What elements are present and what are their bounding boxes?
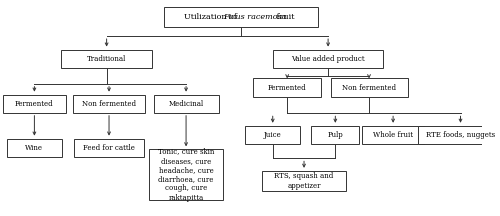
FancyBboxPatch shape: [254, 78, 321, 97]
FancyBboxPatch shape: [362, 126, 424, 144]
Text: Value added product: Value added product: [292, 55, 365, 63]
FancyBboxPatch shape: [245, 126, 300, 144]
Text: Non fermented: Non fermented: [342, 84, 396, 92]
FancyBboxPatch shape: [61, 49, 152, 68]
Text: fruit: fruit: [274, 13, 295, 21]
Text: Tonic, cure skin
diseases, cure
headache, cure
diarrhoea, cure
cough, cure
rakta: Tonic, cure skin diseases, cure headache…: [158, 148, 214, 202]
Text: Ficus racemosa: Ficus racemosa: [223, 13, 286, 21]
FancyBboxPatch shape: [164, 7, 318, 27]
Text: Fermented: Fermented: [268, 84, 306, 92]
Text: RTS, squash and
appetizer: RTS, squash and appetizer: [274, 172, 334, 190]
FancyBboxPatch shape: [312, 126, 360, 144]
FancyBboxPatch shape: [74, 139, 144, 157]
Text: Juice: Juice: [264, 131, 281, 139]
Text: Non fermented: Non fermented: [82, 100, 136, 108]
Text: Traditional: Traditional: [87, 55, 126, 63]
FancyBboxPatch shape: [6, 139, 62, 157]
FancyBboxPatch shape: [272, 49, 384, 68]
Text: Utilization of: Utilization of: [184, 13, 240, 21]
Text: RTE foods, nuggets: RTE foods, nuggets: [426, 131, 495, 139]
Text: Fermented: Fermented: [15, 100, 54, 108]
FancyBboxPatch shape: [149, 149, 224, 200]
FancyBboxPatch shape: [154, 95, 218, 113]
FancyBboxPatch shape: [418, 126, 500, 144]
Text: Whole fruit: Whole fruit: [373, 131, 413, 139]
FancyBboxPatch shape: [330, 78, 407, 97]
FancyBboxPatch shape: [262, 171, 346, 191]
Text: Pulp: Pulp: [328, 131, 343, 139]
FancyBboxPatch shape: [73, 95, 145, 113]
Text: Medicinal: Medicinal: [168, 100, 203, 108]
FancyBboxPatch shape: [3, 95, 66, 113]
Text: Wine: Wine: [26, 144, 44, 152]
Text: Feed for cattle: Feed for cattle: [83, 144, 135, 152]
